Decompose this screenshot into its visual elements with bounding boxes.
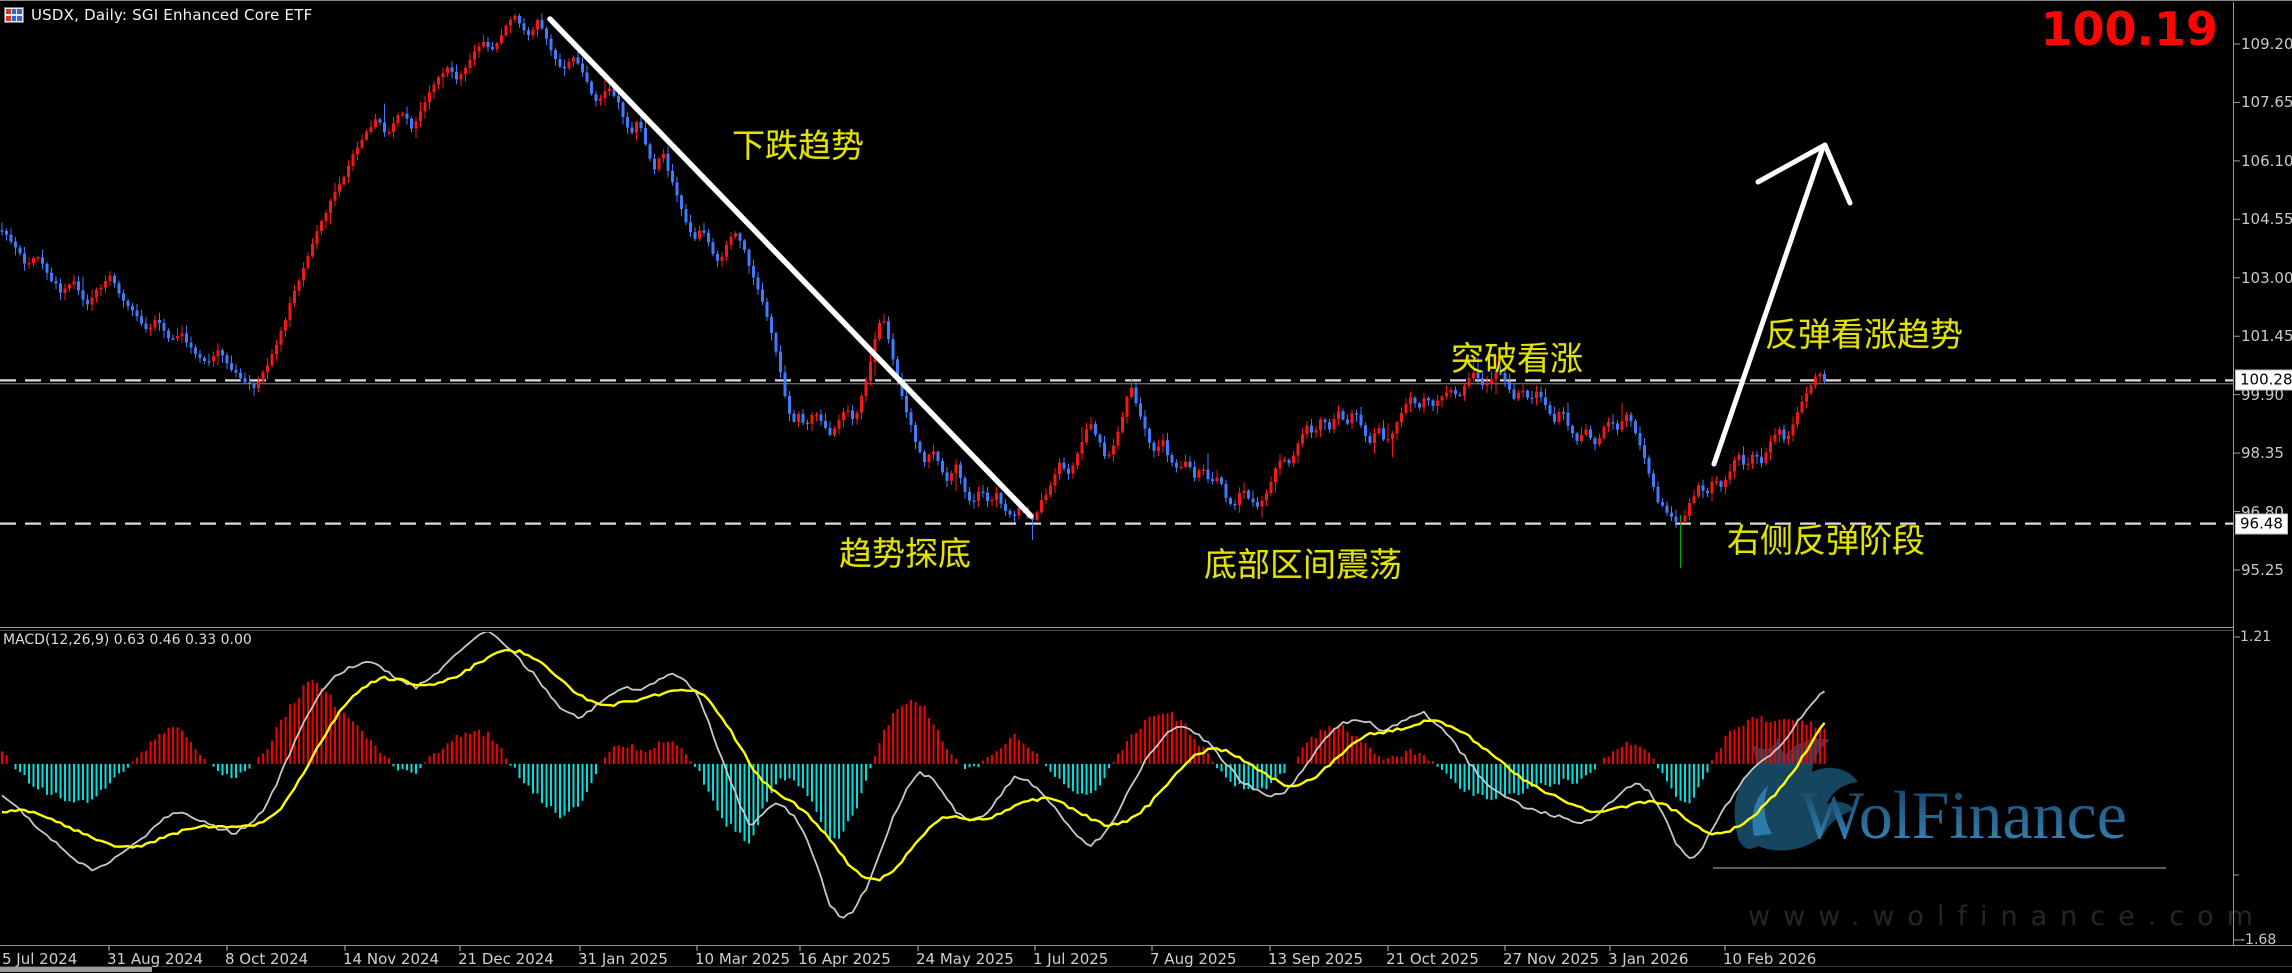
watermark-url: www.wolfinance.com (1748, 901, 2266, 932)
annotation-downtrend: 下跌趋势 (732, 126, 864, 165)
price-axis-label: 101.45 (2241, 327, 2292, 346)
annotation-right-rebound: 右侧反弹阶段 (1727, 521, 1925, 560)
time-axis-label: 1 Jul 2025 (1033, 950, 1109, 968)
macd-line (1, 632, 1825, 919)
up-arrow-barb-right (1822, 142, 1853, 206)
current-price-display: 100.19 (2040, 2, 2218, 56)
watermark-brand: WolFinance (1800, 777, 2127, 853)
downtrend-line[interactable] (547, 16, 1034, 519)
time-axis-label: 21 Oct 2025 (1386, 950, 1479, 968)
price-axis-label: 98.35 (2241, 444, 2284, 463)
signal-line (1, 648, 1826, 882)
macd-indicator-label: MACD(12,26,9) 0.63 0.46 0.33 0.00 (3, 632, 252, 648)
time-axis-label: 14 Nov 2024 (343, 950, 440, 968)
time-axis-label: 16 Apr 2025 (798, 950, 891, 968)
price-axis-label: 109.20 (2241, 35, 2292, 53)
time-axis-label: 5 Jul 2024 (2, 950, 78, 968)
price-axis-label: 106.10 (2241, 151, 2292, 170)
price-axis-label: 107.65 (2241, 93, 2292, 112)
trendline-arrow-layer (547, 16, 1853, 519)
time-axis-label: 24 May 2025 (916, 950, 1014, 968)
macd-layer (1, 632, 1826, 919)
time-axis-label: 31 Jan 2025 (578, 950, 668, 968)
macd-axis-label: 1.21 (2240, 629, 2272, 645)
price-axis-label: 95.25 (2241, 561, 2284, 579)
time-axis-label: 7 Aug 2025 (1150, 950, 1237, 968)
wolf-head-logo-accent (1752, 786, 1772, 836)
time-axis-label: 13 Sep 2025 (1268, 950, 1364, 968)
time-axis-label: 27 Nov 2025 (1503, 950, 1600, 968)
horizontal-levels (0, 379, 2233, 525)
time-axis-label: 3 Jan 2026 (1608, 950, 1689, 968)
time-axis-label: 8 Oct 2024 (225, 950, 309, 968)
candles-layer (0, 13, 1826, 569)
time-axis-label: 21 Dec 2024 (458, 950, 554, 968)
chart-title: USDX, Daily: SGI Enhanced Core ETF (31, 6, 313, 24)
price-axis-label: 103.00 (2241, 268, 2292, 287)
up-arrow-barb-left (1755, 142, 1828, 185)
annotation-range-bottom: 底部区间震荡 (1204, 545, 1402, 584)
time-axis-label: 10 Mar 2025 (695, 950, 791, 968)
chart-header: USDX, Daily: SGI Enhanced Core ETF (4, 6, 313, 24)
watermark: WolFinance www.wolfinance.com (1713, 738, 2266, 932)
up-arrow-shaft[interactable] (1711, 147, 1825, 467)
level-price-badge: 96.48 (2235, 513, 2288, 535)
level-price-badge: 100.28 (2235, 369, 2292, 391)
candlestick-chart-icon (4, 7, 24, 23)
macd-axis-label: -1.68 (2240, 932, 2277, 948)
annotation-breakout: 突破看涨 (1451, 339, 1583, 378)
horizontal-scrollbar-thumb[interactable] (0, 967, 152, 972)
annotation-bullish-trend: 反弹看涨趋势 (1765, 315, 1963, 354)
annotation-bottom-probe: 趋势探底 (839, 534, 971, 573)
price-axis-label: 104.55 (2241, 210, 2292, 229)
time-axis-label: 31 Aug 2024 (107, 950, 204, 968)
time-axis-label: 10 Feb 2026 (1723, 950, 1817, 968)
